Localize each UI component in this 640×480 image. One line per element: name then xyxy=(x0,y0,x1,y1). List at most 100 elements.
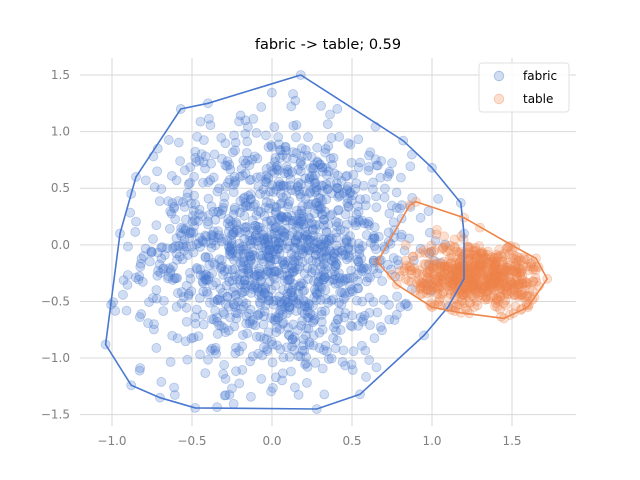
data-point xyxy=(266,229,277,240)
data-point xyxy=(370,154,381,165)
data-point xyxy=(488,268,498,279)
data-point xyxy=(296,213,307,224)
data-point xyxy=(271,327,281,338)
data-point xyxy=(226,235,237,246)
data-point xyxy=(191,263,202,273)
data-point xyxy=(352,283,363,293)
data-point xyxy=(470,243,481,253)
data-point xyxy=(427,279,438,290)
data-point xyxy=(500,295,511,306)
data-point xyxy=(434,272,445,283)
data-point xyxy=(250,269,260,280)
data-point xyxy=(135,258,146,269)
data-point xyxy=(333,170,343,181)
data-point xyxy=(474,287,485,298)
data-point xyxy=(368,264,379,274)
data-point xyxy=(321,245,331,256)
data-point xyxy=(442,281,452,292)
data-point xyxy=(219,360,230,370)
data-point xyxy=(482,257,493,268)
data-point xyxy=(490,259,500,270)
data-point xyxy=(134,312,145,322)
data-point xyxy=(353,206,364,217)
data-point xyxy=(491,280,502,291)
data-point xyxy=(440,241,451,252)
data-point xyxy=(255,188,266,199)
data-point xyxy=(238,193,249,204)
data-point xyxy=(198,157,209,168)
data-point xyxy=(212,312,222,323)
data-point xyxy=(262,265,273,275)
data-point xyxy=(264,260,275,271)
data-point xyxy=(316,100,326,111)
data-point xyxy=(502,285,512,296)
data-point xyxy=(320,340,331,351)
data-point xyxy=(352,201,363,212)
data-point xyxy=(283,199,294,210)
data-point xyxy=(247,215,258,226)
data-point xyxy=(460,262,470,272)
data-point xyxy=(348,272,359,283)
data-point xyxy=(293,288,304,299)
data-point xyxy=(499,265,510,276)
data-point xyxy=(188,332,199,343)
data-point xyxy=(186,228,196,238)
data-point xyxy=(285,180,295,191)
data-point xyxy=(153,247,163,258)
data-point xyxy=(312,288,322,299)
data-point xyxy=(269,167,280,178)
data-point xyxy=(332,178,342,189)
data-point xyxy=(149,182,160,193)
data-point xyxy=(518,278,529,289)
data-point xyxy=(437,270,448,281)
data-point xyxy=(201,286,212,297)
data-point xyxy=(255,299,266,310)
data-point xyxy=(261,174,272,185)
data-point xyxy=(438,242,449,253)
data-point xyxy=(260,243,271,253)
data-point xyxy=(249,225,260,236)
data-point xyxy=(242,200,252,211)
data-point xyxy=(513,280,524,291)
data-point xyxy=(251,331,262,342)
data-point xyxy=(503,266,514,276)
data-point xyxy=(246,235,256,246)
data-point xyxy=(197,309,208,320)
data-point xyxy=(148,234,158,244)
data-point xyxy=(245,201,255,212)
data-point xyxy=(447,270,458,281)
data-point xyxy=(307,300,318,311)
data-point xyxy=(449,275,460,286)
data-point xyxy=(172,273,182,283)
data-point xyxy=(309,160,320,171)
data-point xyxy=(299,186,310,197)
data-point xyxy=(493,272,504,282)
data-point xyxy=(355,157,366,168)
data-point xyxy=(332,335,343,346)
data-point xyxy=(263,295,274,306)
data-point xyxy=(190,318,201,329)
data-point xyxy=(187,216,198,227)
data-point xyxy=(384,168,395,179)
data-point xyxy=(317,209,328,220)
data-point xyxy=(228,147,238,158)
data-point xyxy=(479,281,490,292)
data-point xyxy=(347,215,358,226)
data-point xyxy=(296,205,307,216)
data-point xyxy=(265,242,276,252)
data-point xyxy=(465,273,476,284)
data-point xyxy=(237,170,248,181)
data-point xyxy=(406,269,417,280)
data-point xyxy=(478,266,489,277)
data-point xyxy=(274,238,285,248)
data-point xyxy=(169,202,180,212)
data-point xyxy=(451,266,462,277)
data-point xyxy=(343,201,354,211)
data-point xyxy=(420,248,431,258)
data-point xyxy=(247,319,258,330)
data-point xyxy=(264,244,275,255)
x-tick-label: 0.5 xyxy=(342,434,361,448)
data-point xyxy=(450,266,461,276)
data-point xyxy=(265,186,275,197)
data-point xyxy=(287,260,298,271)
